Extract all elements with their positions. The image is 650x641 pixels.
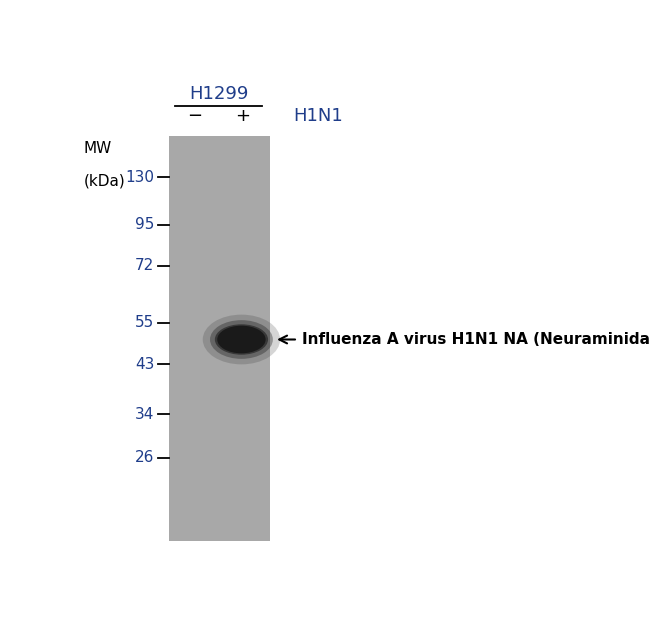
Text: H1N1: H1N1 <box>292 108 343 126</box>
Text: 95: 95 <box>135 217 154 233</box>
Ellipse shape <box>215 324 268 354</box>
Text: 55: 55 <box>135 315 154 330</box>
Ellipse shape <box>210 320 273 359</box>
Text: 26: 26 <box>135 451 154 465</box>
Bar <box>170 136 270 541</box>
Text: H1299: H1299 <box>189 85 248 103</box>
Text: −: − <box>187 108 202 126</box>
Text: 43: 43 <box>135 356 154 372</box>
Ellipse shape <box>203 315 280 364</box>
Text: Influenza A virus H1N1 NA (Neuraminidase): Influenza A virus H1N1 NA (Neuraminidase… <box>302 332 650 347</box>
Text: +: + <box>235 108 250 126</box>
Ellipse shape <box>217 326 266 353</box>
Text: MW: MW <box>84 141 112 156</box>
Text: 34: 34 <box>135 406 154 422</box>
Text: 72: 72 <box>135 258 154 274</box>
Text: 130: 130 <box>125 170 154 185</box>
Text: (kDa): (kDa) <box>84 173 125 188</box>
